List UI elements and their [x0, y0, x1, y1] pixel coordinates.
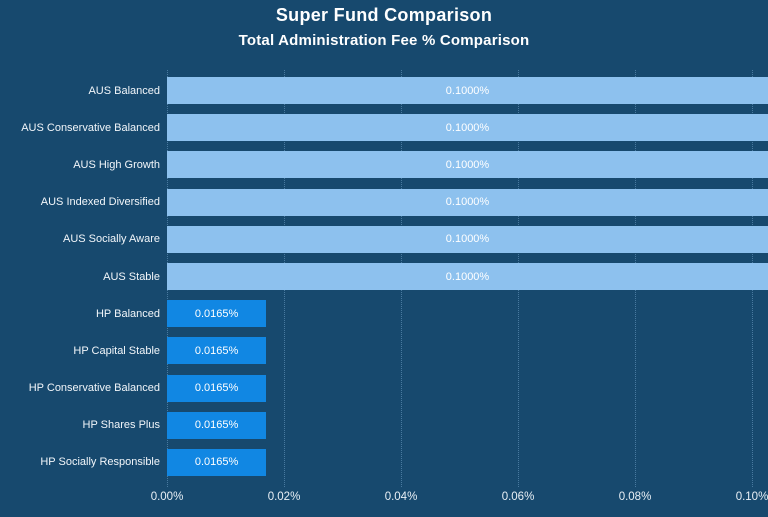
bar[interactable]: 0.0165% — [167, 411, 267, 439]
bar-row: HP Conservative Balanced 0.0165% — [0, 370, 768, 407]
bar[interactable]: 0.1000% — [167, 151, 768, 179]
bar[interactable]: 0.0165% — [167, 448, 267, 476]
bar[interactable]: 0.1000% — [167, 114, 768, 142]
bar-row: AUS Indexed Diversified 0.1000% — [0, 184, 768, 221]
bar-value-label: 0.1000% — [445, 233, 490, 246]
bar-row: HP Shares Plus 0.0165% — [0, 407, 768, 444]
x-axis-tick-label: 0.02% — [267, 491, 301, 503]
chart-header: Super Fund Comparison Total Administrati… — [0, 3, 768, 52]
bar[interactable]: 0.0165% — [167, 337, 267, 365]
bar[interactable]: 0.1000% — [167, 225, 768, 253]
category-label: HP Conservative Balanced — [28, 382, 160, 395]
chart-title: Super Fund Comparison — [275, 5, 493, 25]
bar-track: 0.1000% — [167, 77, 768, 105]
bar-value-label: 0.0165% — [194, 382, 239, 395]
x-axis-tick-label: 0.10% — [735, 491, 768, 503]
bar-row: AUS Socially Aware 0.1000% — [0, 221, 768, 258]
bar-rows: AUS Balanced 0.1000% AUS Conservative Bala… — [0, 72, 768, 481]
bar[interactable]: 0.1000% — [167, 77, 768, 105]
category-label: HP Socially Responsible — [40, 456, 160, 469]
bar[interactable]: 0.0165% — [167, 374, 267, 402]
category-label: HP Capital Stable — [73, 344, 160, 357]
bar-row: AUS High Growth 0.1000% — [0, 146, 768, 183]
bar-row: HP Capital Stable 0.0165% — [0, 332, 768, 369]
bar-value-label: 0.1000% — [445, 270, 490, 283]
bar-value-label: 0.1000% — [445, 196, 490, 209]
category-label: HP Balanced — [95, 307, 160, 320]
bar-track: 0.0165% — [167, 337, 768, 365]
bar-row: AUS Balanced 0.1000% — [0, 72, 768, 109]
category-label: AUS Conservative Balanced — [21, 121, 160, 134]
bar-row: AUS Conservative Balanced 0.1000% — [0, 109, 768, 146]
category-label: AUS Socially Aware — [62, 233, 160, 246]
bar-row: AUS Stable 0.1000% — [0, 258, 768, 295]
x-axis-tick-label: 0.06% — [501, 491, 535, 503]
bar-value-label: 0.0165% — [194, 344, 239, 357]
bar-track: 0.0165% — [167, 300, 768, 328]
bar-track: 0.0165% — [167, 374, 768, 402]
bar-track: 0.0165% — [167, 448, 768, 476]
bar-track: 0.1000% — [167, 188, 768, 216]
bar[interactable]: 0.0165% — [167, 300, 267, 328]
bar[interactable]: 0.1000% — [167, 263, 768, 291]
bar-value-label: 0.0165% — [194, 456, 239, 469]
x-axis-tick-label: 0.04% — [384, 491, 418, 503]
bar-track: 0.1000% — [167, 263, 768, 291]
bar-track: 0.1000% — [167, 114, 768, 142]
bar-value-label: 0.1000% — [445, 84, 490, 97]
category-label: AUS Balanced — [88, 84, 160, 97]
x-axis: 0.00% 0.02% 0.04% 0.06% 0.08% 0.10% — [0, 491, 768, 507]
bar[interactable]: 0.1000% — [167, 188, 768, 216]
chart-subtitle: Total Administration Fee % Comparison — [238, 32, 530, 49]
bar-track: 0.0165% — [167, 411, 768, 439]
bar-track: 0.1000% — [167, 151, 768, 179]
category-label: AUS Stable — [103, 270, 160, 283]
category-label: AUS High Growth — [73, 158, 160, 171]
category-label: HP Shares Plus — [82, 419, 160, 432]
bar-value-label: 0.1000% — [445, 121, 490, 134]
x-axis-tick-label: 0.08% — [618, 491, 652, 503]
x-axis-tick-label: 0.00% — [150, 491, 184, 503]
bar-row: HP Socially Responsible 0.0165% — [0, 444, 768, 481]
bar-value-label: 0.1000% — [445, 158, 490, 171]
bar-row: HP Balanced 0.0165% — [0, 295, 768, 332]
bar-track: 0.1000% — [167, 225, 768, 253]
bar-value-label: 0.0165% — [194, 419, 239, 432]
bar-value-label: 0.0165% — [194, 307, 239, 320]
category-label: AUS Indexed Diversified — [40, 196, 160, 209]
